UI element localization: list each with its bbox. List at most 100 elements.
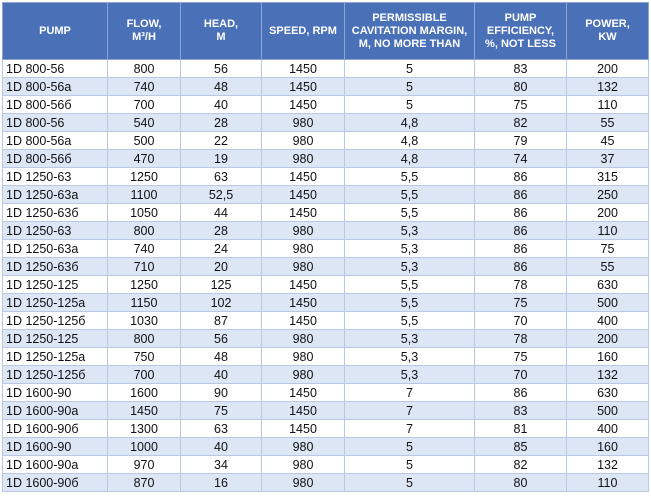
table-cell: 980: [261, 347, 345, 366]
table-cell: 750: [107, 347, 181, 366]
table-row: 1D 800-56a 740 48 1450 5 80 132: [2, 77, 649, 96]
table-cell: 40: [180, 365, 262, 384]
header-cell: POWER, KW: [566, 2, 649, 60]
table-cell: 90: [180, 383, 262, 402]
table-cell: 200: [566, 59, 649, 78]
table-cell: 20: [180, 257, 262, 276]
table-cell: 1100: [107, 185, 181, 204]
table-cell: 500: [566, 293, 649, 312]
table-cell: 1D 800-56б: [2, 95, 108, 114]
table-cell: 56: [180, 329, 262, 348]
table-cell: 52,5: [180, 185, 262, 204]
table-row: 1D 1250-125a 750 48 980 5,3 75 160: [2, 347, 649, 366]
table-cell: 1030: [107, 311, 181, 330]
table-cell: 5: [344, 95, 475, 114]
table-cell: 1D 1250-63б: [2, 257, 108, 276]
table-cell: 1D 1600-90: [2, 437, 108, 456]
table-row: 1D 1250-63a 1100 52,5 1450 5,5 86 250: [2, 185, 649, 204]
table-cell: 132: [566, 77, 649, 96]
table-cell: 79: [474, 131, 567, 150]
table-cell: 1450: [261, 419, 345, 438]
table-cell: 1D 1250-125б: [2, 311, 108, 330]
table-row: 1D 1250-63 800 28 980 5,3 86 110: [2, 221, 649, 240]
pump-table: PUMP FLOW, M³/H HEAD, M SPEED, RPM PERMISSIBLE…: [2, 2, 649, 492]
table-cell: 75: [180, 401, 262, 420]
table-row: 1D 800-56a 500 22 980 4,8 79 45: [2, 131, 649, 150]
table-cell: 630: [566, 275, 649, 294]
header-line: CAVITATION MARGIN,: [351, 24, 468, 37]
table-cell: 980: [261, 257, 345, 276]
table-cell: 5,3: [344, 365, 475, 384]
table-cell: 470: [107, 149, 181, 168]
table-cell: 200: [566, 203, 649, 222]
header-line: FLOW,: [126, 18, 162, 30]
table-cell: 1250: [107, 275, 181, 294]
table-row: 1D 1250-125 1250 125 1450 5,5 78 630: [2, 275, 649, 294]
table-cell: 980: [261, 239, 345, 258]
table-row: 1D 1250-63 1250 63 1450 5,5 86 315: [2, 167, 649, 186]
table-cell: 1D 800-56б: [2, 149, 108, 168]
table-cell: 5,5: [344, 185, 475, 204]
table-cell: 980: [261, 473, 345, 492]
table-cell: 980: [261, 455, 345, 474]
table-cell: 80: [474, 473, 567, 492]
table-cell: 75: [474, 347, 567, 366]
table-cell: 7: [344, 383, 475, 402]
table-cell: 1600: [107, 383, 181, 402]
table-cell: 5: [344, 77, 475, 96]
table-cell: 1D 1250-63a: [2, 239, 108, 258]
table-cell: 1D 1600-90a: [2, 401, 108, 420]
table-cell: 1D 1250-125: [2, 329, 108, 348]
table-cell: 700: [107, 365, 181, 384]
header-line: SPEED, RPM: [269, 24, 337, 37]
table-cell: 82: [474, 113, 567, 132]
table-cell: 48: [180, 347, 262, 366]
table-cell: 1050: [107, 203, 181, 222]
table-cell: 86: [474, 185, 567, 204]
table-cell: 1450: [107, 401, 181, 420]
table-cell: 800: [107, 59, 181, 78]
table-cell: 1D 1600-90a: [2, 455, 108, 474]
header-line: M, NO MORE THAN: [358, 37, 461, 50]
table-cell: 1D 800-56: [2, 59, 108, 78]
header-line: PUMP: [39, 24, 71, 37]
table-cell: 4,8: [344, 113, 475, 132]
table-body: 1D 800-56 800 56 1450 5 83 200 1D 800-56a 740 48 1…: [2, 59, 649, 492]
table-cell: 19: [180, 149, 262, 168]
table-cell: 63: [180, 167, 262, 186]
table-cell: 980: [261, 221, 345, 240]
table-cell: 1D 1250-125б: [2, 365, 108, 384]
table-cell: 83: [474, 59, 567, 78]
table-cell: 160: [566, 347, 649, 366]
table-cell: 1450: [261, 293, 345, 312]
table-cell: 500: [107, 131, 181, 150]
table-cell: 5: [344, 59, 475, 78]
table-cell: 40: [180, 95, 262, 114]
table-row: 1D 1600-90 1000 40 980 5 85 160: [2, 437, 649, 456]
table-cell: 400: [566, 311, 649, 330]
table-cell: 48: [180, 77, 262, 96]
table-cell: 63: [180, 419, 262, 438]
table-cell: 980: [261, 113, 345, 132]
table-cell: 980: [261, 131, 345, 150]
table-cell: 1450: [261, 275, 345, 294]
header-line: M³/H: [132, 31, 156, 43]
table-cell: 87: [180, 311, 262, 330]
table-cell: 5,5: [344, 167, 475, 186]
table-cell: 22: [180, 131, 262, 150]
table-cell: 34: [180, 455, 262, 474]
table-cell: 500: [566, 401, 649, 420]
table-cell: 85: [474, 437, 567, 456]
table-cell: 4,8: [344, 149, 475, 168]
header-cell: HEAD, M: [180, 2, 262, 60]
table-cell: 125: [180, 275, 262, 294]
table-cell: 5,5: [344, 293, 475, 312]
table-cell: 5,5: [344, 275, 475, 294]
header-line: KW: [598, 31, 617, 43]
table-cell: 74: [474, 149, 567, 168]
table-row: 1D 1250-63б 710 20 980 5,3 86 55: [2, 257, 649, 276]
table-cell: 75: [566, 239, 649, 258]
header-line: PUMP: [504, 11, 537, 24]
table-cell: 740: [107, 77, 181, 96]
table-cell: 5: [344, 437, 475, 456]
